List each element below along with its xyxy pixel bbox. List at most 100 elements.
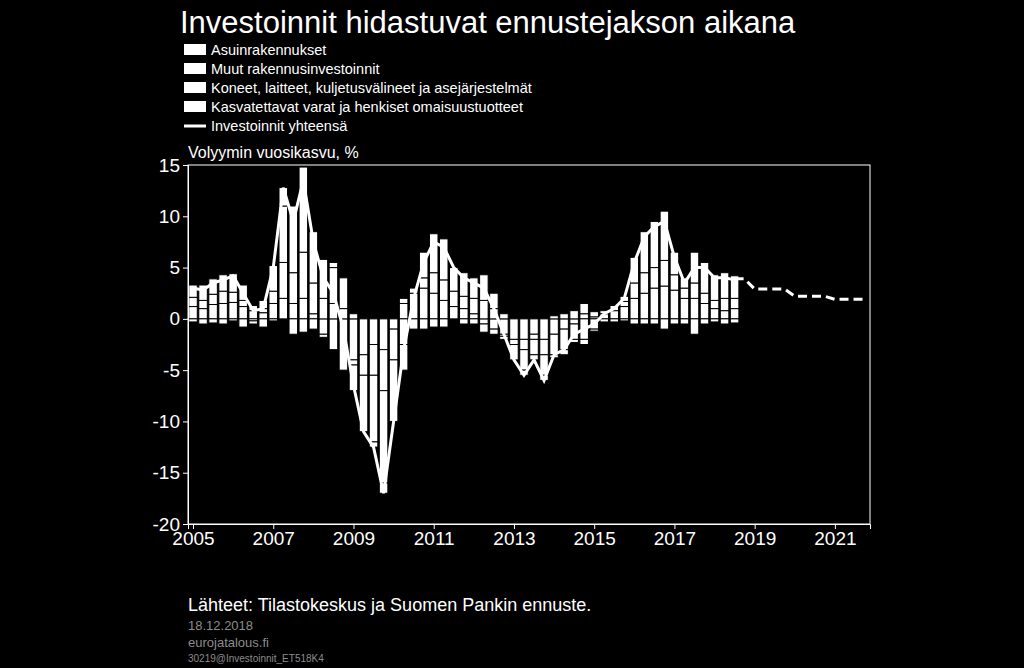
- bar: [460, 296, 469, 308]
- y-tick: 15: [159, 155, 188, 176]
- legend-item: Kasvatettavat varat ja henkiset omaisuus…: [184, 99, 523, 115]
- bar: [590, 329, 599, 331]
- bar: [229, 302, 238, 318]
- title: Investoinnit hidastuvat ennustejakson ai…: [180, 5, 796, 40]
- x-tick: 2013: [493, 524, 535, 549]
- forecast-line: [735, 279, 865, 300]
- bar: [600, 319, 609, 322]
- bar: [710, 319, 719, 322]
- bar: [530, 319, 539, 334]
- bar: [610, 311, 619, 319]
- bar: [329, 319, 338, 350]
- bar: [560, 319, 569, 329]
- legend-swatch: [184, 63, 206, 74]
- legend-label: Investoinnit yhteensä: [211, 118, 348, 134]
- bar: [369, 375, 378, 442]
- bar: [570, 319, 579, 324]
- lines: [193, 180, 865, 493]
- source: Lähteet: Tilastokeskus ja Suomen Pankin …: [188, 595, 591, 615]
- bar: [470, 298, 479, 313]
- x-tick: 2009: [333, 524, 375, 549]
- bar: [670, 275, 679, 290]
- legend-label: Kasvatettavat varat ja henkiset omaisuus…: [211, 99, 523, 115]
- y-tick: 0: [169, 308, 188, 329]
- bar: [650, 288, 659, 319]
- bar: [640, 293, 649, 319]
- legend-label: Asuinrakennukset: [211, 42, 326, 58]
- bar: [720, 319, 729, 324]
- legend-swatch: [184, 101, 206, 112]
- bar: [700, 303, 709, 318]
- bar: [630, 319, 639, 324]
- bar: [429, 319, 438, 327]
- bar: [319, 298, 328, 319]
- x-tick-label: 2005: [172, 528, 214, 549]
- bar: [540, 339, 549, 354]
- bar: [460, 309, 469, 319]
- bar: [520, 319, 529, 340]
- bar: [470, 319, 479, 324]
- bar: [189, 297, 198, 306]
- bar: [460, 319, 469, 324]
- bar: [439, 280, 448, 301]
- legend-item: Asuinrakennukset: [184, 42, 326, 58]
- bar: [319, 334, 328, 337]
- bar: [580, 339, 589, 344]
- x-tick: 2017: [654, 524, 696, 549]
- bar: [510, 319, 519, 340]
- bar: [369, 319, 378, 345]
- bar: [419, 319, 428, 329]
- bar: [379, 319, 388, 350]
- note: 30219@Investoinnit_ET518K4: [188, 653, 324, 664]
- bar: [570, 311, 579, 319]
- bar: [299, 167, 308, 252]
- bar: [339, 278, 348, 309]
- y-tick-mark: [183, 524, 188, 525]
- bar: [199, 319, 208, 324]
- y-tick-label: 10: [159, 206, 180, 227]
- x-tick-label: 2019: [734, 528, 776, 549]
- bar: [439, 300, 448, 318]
- bar: [710, 300, 719, 308]
- bar: [249, 321, 258, 324]
- x-tick-label: 2021: [814, 528, 856, 549]
- bar: [199, 309, 208, 319]
- x-tick: 2019: [734, 524, 776, 549]
- bar: [590, 312, 599, 317]
- bar: [429, 234, 438, 273]
- bar: [690, 319, 699, 334]
- y-tick: -10: [153, 411, 188, 432]
- bar: [379, 350, 388, 391]
- total-line: [193, 180, 735, 493]
- bar: [540, 319, 549, 340]
- y-tick-label: -5: [163, 360, 180, 381]
- y-tick-mark: [183, 421, 188, 422]
- bar: [640, 319, 649, 324]
- bar: [700, 319, 709, 324]
- bar: [349, 319, 358, 360]
- x-tick: 2015: [574, 524, 616, 549]
- background: [0, 0, 1024, 668]
- bar: [480, 300, 489, 318]
- bar: [329, 262, 338, 267]
- bar: [580, 303, 589, 313]
- bar: [359, 318, 368, 319]
- bar: [269, 303, 278, 318]
- bar: [289, 319, 298, 334]
- y-tick-mark: [183, 370, 188, 371]
- bar: [189, 307, 198, 319]
- y-tick: -5: [163, 360, 188, 381]
- bar: [630, 298, 639, 319]
- bar: [389, 329, 398, 360]
- bar: [580, 314, 589, 319]
- bar: [219, 303, 228, 318]
- bar: [680, 319, 689, 324]
- bar: [369, 345, 378, 376]
- y-tick-mark: [183, 319, 188, 320]
- bar: [690, 283, 699, 298]
- legend-swatch: [184, 44, 206, 55]
- y-tick-label: -10: [153, 411, 180, 432]
- bar: [520, 339, 529, 349]
- plot-area: [189, 167, 865, 493]
- bar: [429, 273, 438, 294]
